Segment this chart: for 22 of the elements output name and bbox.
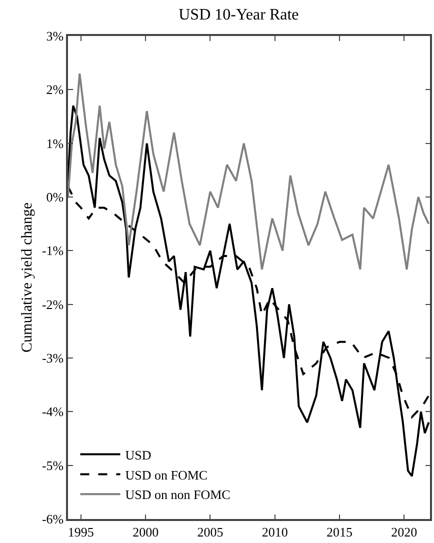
x-tick-label: 2015 (326, 524, 352, 540)
x-tick-label: 2010 (262, 524, 288, 540)
legend-label: USD on non FOMC (125, 487, 230, 502)
y-axis-title: Cumulative yield change (20, 202, 36, 352)
y-tick-label: 3% (46, 28, 64, 44)
y-tick-label: -6% (42, 512, 64, 527)
x-tick-label: 2020 (391, 524, 418, 540)
x-tick-label: 1995 (68, 524, 94, 540)
y-tick-label: 0% (46, 190, 64, 205)
legend-label: USD on FOMC (125, 467, 208, 482)
legend-label: USD (125, 447, 152, 462)
line-series (68, 72, 430, 270)
x-tick-label: 2000 (132, 524, 159, 540)
y-tick-label: -5% (42, 458, 64, 473)
y-tick-label: -2% (42, 296, 64, 312)
y-tick-label: 2% (46, 82, 64, 98)
y-tick-label: -1% (42, 243, 64, 258)
x-tick-label: 2005 (197, 524, 224, 540)
chart-title: USD 10-Year Rate (178, 6, 299, 24)
y-tick-label: 1% (46, 136, 64, 151)
y-tick-label: -3% (42, 350, 64, 366)
y-tick-label: -4% (42, 404, 64, 420)
